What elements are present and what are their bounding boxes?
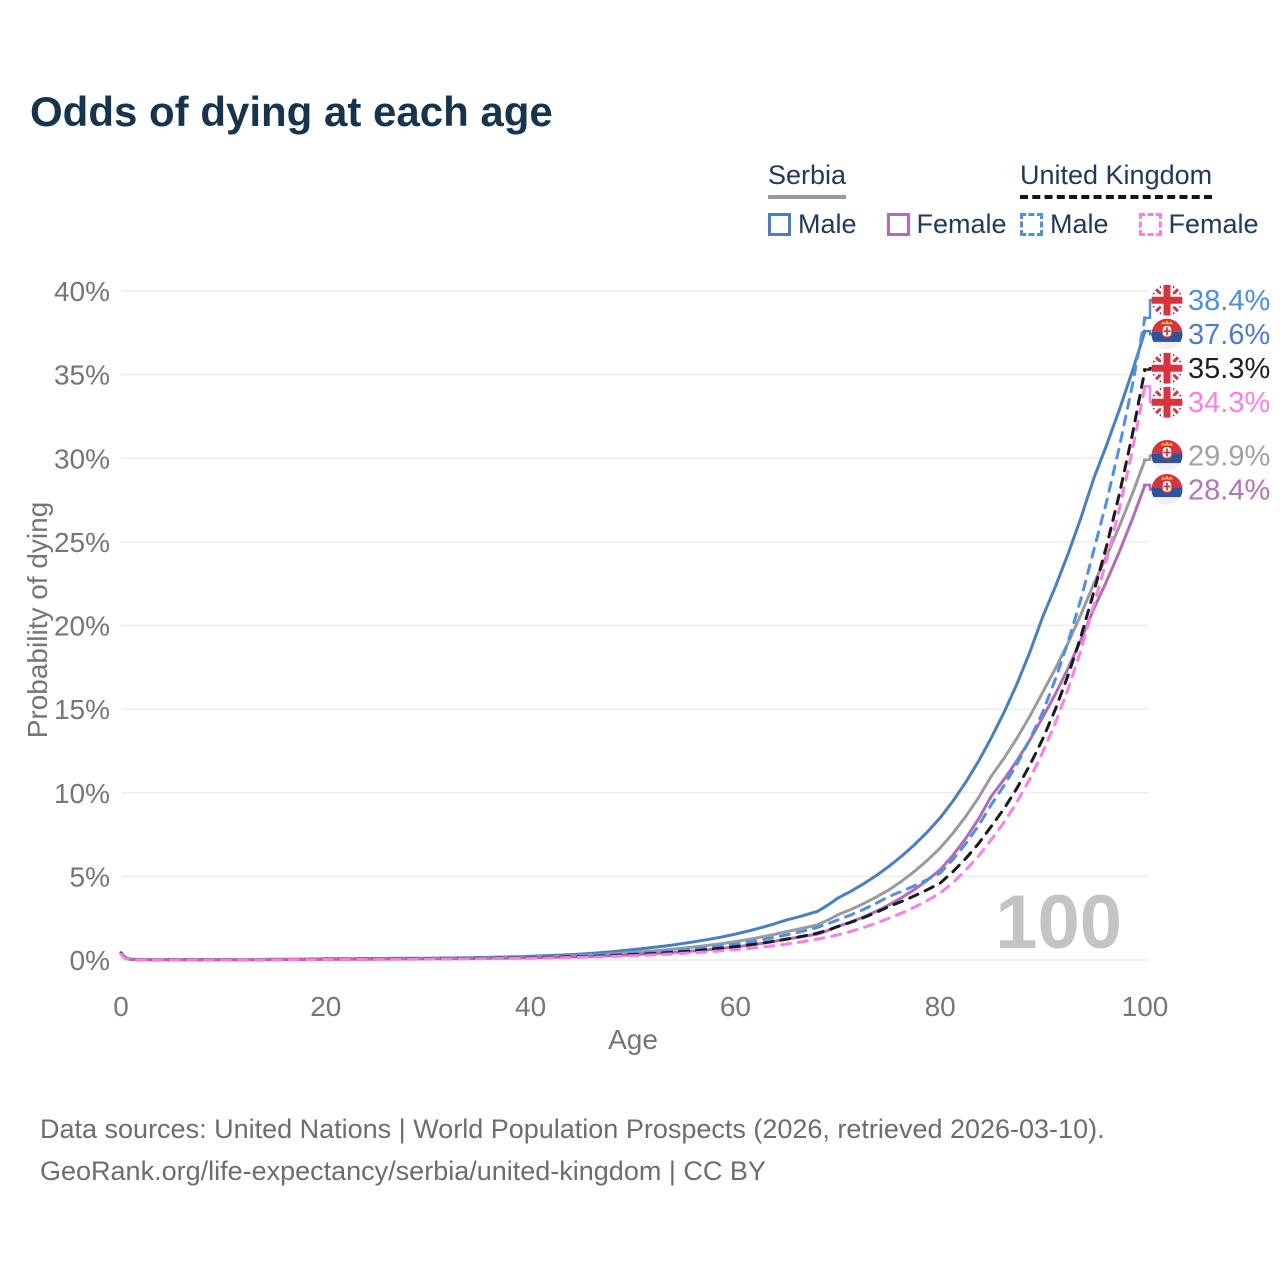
label-connector <box>1143 483 1152 491</box>
x-tick-label: 100 <box>1122 991 1169 1022</box>
series-line-united-kingdom-female <box>119 384 1147 962</box>
legend-group-united-kingdom: United Kingdom Male Female <box>1020 160 1280 240</box>
footer-data-sources: Data sources: United Nations | World Pop… <box>40 1114 1105 1144</box>
serbia-flag-icon <box>1151 439 1183 471</box>
end-label-value: 29.9% <box>1188 440 1270 472</box>
grid-layer <box>121 290 1148 961</box>
end-label-value: 34.3% <box>1188 387 1270 419</box>
x-tick-label: 60 <box>720 991 751 1022</box>
label-connector <box>1143 329 1152 336</box>
legend-group-serbia: Serbia Male Female <box>768 160 1029 240</box>
label-connector <box>1143 385 1152 404</box>
end-label-value: 38.4% <box>1188 285 1270 317</box>
end-label-serbia-29.9%: 29.9% <box>1151 439 1270 472</box>
uk-flag-icon <box>1151 284 1183 316</box>
y-tick-label: 30% <box>54 443 110 474</box>
page-title: Odds of dying at each age <box>30 88 553 135</box>
y-axis-title: Probability of dying <box>22 502 53 739</box>
end-label-serbia-28.4%: 28.4% <box>1151 473 1270 506</box>
uk-female-swatch-icon <box>1138 213 1162 236</box>
end-label-uk-35.3%: 35.3% <box>1151 352 1270 385</box>
label-connector <box>1143 454 1152 462</box>
serbia-female-swatch-icon <box>886 213 910 236</box>
end-label-value: 37.6% <box>1188 319 1270 351</box>
end-label-uk-34.3%: 34.3% <box>1151 386 1270 419</box>
tick-layer: 0% 5% 10% 15% 20% 25% 30% 35% 40% 0 20 40 60 80 100 <box>54 276 1168 1022</box>
legend-country-serbia: Serbia <box>768 160 847 199</box>
y-tick-label: 15% <box>54 694 110 725</box>
x-axis-title: Age <box>608 1024 658 1055</box>
series-line-serbia-female <box>119 483 1147 962</box>
label-connector <box>1143 367 1152 371</box>
legend-country-united-kingdom: United Kingdom <box>1020 160 1213 199</box>
legend-label: Female <box>1168 209 1259 239</box>
end-label-serbia-37.6%: 37.6% <box>1151 318 1270 351</box>
legend-row-united-kingdom: Male Female <box>1020 209 1280 240</box>
y-tick-label: 0% <box>70 945 110 976</box>
x-tick-label: 0 <box>113 991 129 1022</box>
legend-item-uk-male[interactable]: Male <box>1020 209 1109 240</box>
x-tick-label: 20 <box>310 991 341 1022</box>
legend-label: Female <box>916 209 1007 239</box>
legend-item-serbia-female[interactable]: Female <box>886 209 1007 240</box>
y-tick-label: 20% <box>54 611 110 642</box>
legend-label: Male <box>798 209 857 239</box>
end-label-layer: 38.4%37.6%35.3%34.3% 29.9%28.4% <box>1143 284 1270 506</box>
footer: Data sources: United Nations | World Pop… <box>40 1108 1105 1192</box>
serbia-flag-icon <box>1151 318 1183 350</box>
y-tick-label: 40% <box>54 276 110 307</box>
uk-flag-icon <box>1151 352 1183 384</box>
end-label-value: 35.3% <box>1188 353 1270 385</box>
mortality-line-chart: 100 38.4%37.6%35.3%34.3% 29.9%28.4% 0% 5% 1… <box>22 276 1270 1055</box>
y-tick-label: 25% <box>54 527 110 558</box>
series-layer <box>119 316 1147 962</box>
x-tick-label: 80 <box>925 991 956 1022</box>
y-tick-label: 35% <box>54 360 110 391</box>
x-tick-label: 40 <box>515 991 546 1022</box>
legend-row-serbia: Male Female <box>768 209 1029 240</box>
y-tick-label: 10% <box>54 778 110 809</box>
uk-flag-icon <box>1151 386 1183 418</box>
series-line-united-kingdom-male <box>119 316 1147 962</box>
y-tick-label: 5% <box>70 861 110 892</box>
end-label-uk-38.4%: 38.4% <box>1151 284 1270 317</box>
label-connector <box>1143 299 1152 319</box>
legend-item-uk-female[interactable]: Female <box>1138 209 1259 240</box>
legend-item-serbia-male[interactable]: Male <box>768 209 857 240</box>
series-line-serbia-male <box>119 329 1147 962</box>
end-label-value: 28.4% <box>1188 474 1270 506</box>
serbia-male-swatch-icon <box>768 213 791 236</box>
age-watermark: 100 <box>995 880 1122 965</box>
uk-male-swatch-icon <box>1020 213 1043 236</box>
footer-attribution: GeoRank.org/life-expectancy/serbia/unite… <box>40 1156 766 1186</box>
legend-label: Male <box>1050 209 1109 239</box>
serbia-flag-icon <box>1151 473 1183 505</box>
